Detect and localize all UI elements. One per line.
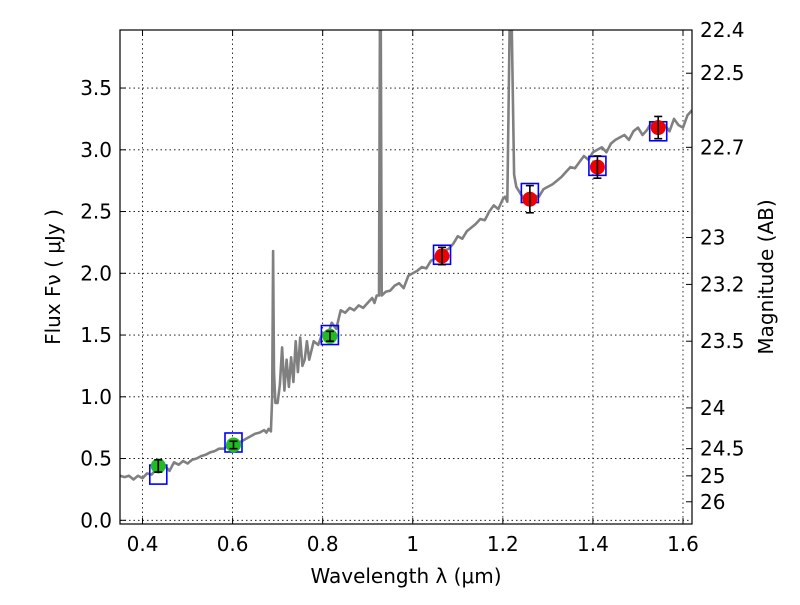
y-tick-label: 3.0 [80,138,112,162]
y-axis-label: Flux Fν ( μJy ) [41,209,65,345]
y2-tick-label: 24.5 [700,437,745,461]
y2-tick-label: 23.2 [700,272,745,296]
y2-tick-label: 22.5 [700,61,745,85]
plot-frame [119,29,693,525]
model-spectrum-line [120,30,692,481]
y-tick-label: 1.0 [80,385,112,409]
y2-tick-label: 22.7 [700,135,745,159]
x-tick-label: 0.4 [127,532,159,556]
x-tick-label: 0.8 [307,532,339,556]
y2-tick-label: 23.5 [700,329,745,353]
y-tick-label: 1.5 [80,323,112,347]
x-tick-label: 1 [406,532,419,556]
y-tick-label: 2.0 [80,261,112,285]
right-axis-label: Magnitude (AB) [754,199,778,354]
y2-tick-label: 22.4 [700,18,745,42]
tick-layer: 0.4 0.6 0.8 1 1.2 1.4 1.6 0.0 0.5 1.0 1.5 2.0 2.5 3.0… [80,18,744,556]
y2-tick-label: 24 [700,396,725,420]
x-tick-label: 1.4 [577,532,609,556]
y-tick-label: 2.5 [80,200,112,224]
y2-tick-label: 26 [700,490,725,514]
x-tick-label: 1.2 [487,532,519,556]
y2-tick-label: 23 [700,225,725,249]
x-tick-label: 1.6 [667,532,699,556]
y-tick-label: 0.0 [80,508,112,532]
x-tick-label: 0.6 [217,532,249,556]
y-tick-label: 3.5 [80,76,112,100]
y-tick-label: 0.5 [80,447,112,471]
x-axis-label: Wavelength λ (μm) [310,564,501,588]
plot-area [120,30,692,485]
y2-tick-label: 25 [700,464,725,488]
model-photometry-square [320,324,340,346]
grid-layer [120,30,692,524]
